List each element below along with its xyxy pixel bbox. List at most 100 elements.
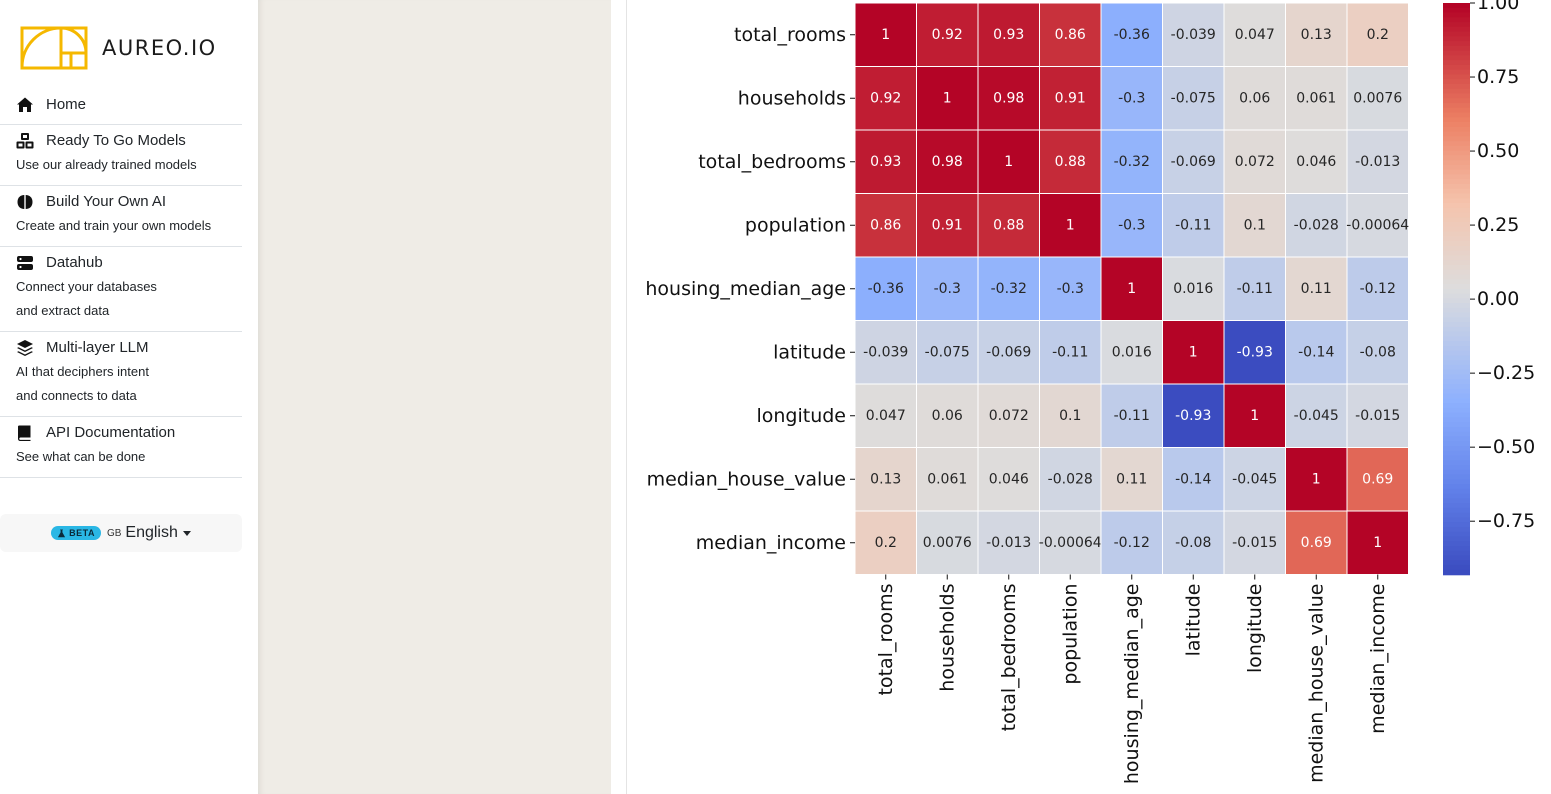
colorbar-segment bbox=[1443, 355, 1470, 361]
cell-value: 0.06 bbox=[1239, 90, 1270, 106]
golden-ratio-logo-icon bbox=[20, 26, 88, 70]
colorbar-segment bbox=[1443, 250, 1470, 257]
cell-value: -0.00064 bbox=[1346, 217, 1409, 233]
cell-value: -0.12 bbox=[1360, 281, 1396, 297]
colorbar-segment bbox=[1443, 198, 1470, 204]
brain-icon bbox=[17, 195, 33, 209]
col-label: total_bedrooms bbox=[998, 584, 1020, 732]
heatmap-cell bbox=[1039, 2, 1102, 67]
beta-label: BETA bbox=[69, 528, 95, 538]
colorbar-segment bbox=[1443, 569, 1470, 576]
colorbar-segment bbox=[1443, 26, 1470, 33]
heatmap-cell bbox=[1223, 193, 1286, 258]
colorbar-segment bbox=[1443, 484, 1470, 490]
heatmap-cell bbox=[1039, 256, 1102, 321]
cell-value: 0.93 bbox=[993, 27, 1024, 43]
cell-value: 0.69 bbox=[1301, 535, 1332, 551]
cell-value: 0.072 bbox=[989, 408, 1029, 424]
heatmap-cell bbox=[916, 447, 979, 512]
beta-badge: BETA bbox=[51, 526, 101, 540]
cell-value: 0.047 bbox=[1235, 27, 1275, 43]
nav-home-label: Home bbox=[46, 96, 87, 113]
heatmap-cell bbox=[916, 320, 979, 385]
colorbar-segment bbox=[1443, 7, 1470, 14]
nav-item-datahub[interactable]: Datahub Connect your databases and extra… bbox=[0, 247, 242, 332]
colorbar-segment bbox=[1443, 403, 1470, 409]
nav-item-api-docs[interactable]: API Documentation See what can be done bbox=[0, 417, 242, 478]
colorbar-segment bbox=[1443, 260, 1470, 266]
heatmap-cell bbox=[1223, 510, 1286, 575]
cell-value: 1 bbox=[1127, 281, 1136, 297]
cell-value: -0.3 bbox=[1057, 281, 1084, 297]
colorbar-segment bbox=[1443, 269, 1470, 276]
colorbar-segment bbox=[1443, 179, 1470, 185]
nav-ready-models-desc: Use our already trained models bbox=[16, 157, 197, 172]
heatmap-cell bbox=[1346, 256, 1409, 321]
colorbar-segment bbox=[1443, 322, 1470, 328]
cell-value: -0.3 bbox=[1118, 90, 1145, 106]
colorbar-segment bbox=[1443, 107, 1470, 114]
colorbar-segment bbox=[1443, 98, 1470, 104]
nav-build-ai-label: Build Your Own AI bbox=[46, 193, 167, 210]
colorbar-segment bbox=[1443, 398, 1470, 404]
heatmap-cell bbox=[977, 66, 1040, 131]
colorbar-segment bbox=[1443, 493, 1470, 500]
colorbar-segment bbox=[1443, 545, 1470, 552]
cell-value: -0.069 bbox=[1171, 154, 1216, 170]
nav-item-llm[interactable]: Multi-layer LLM AI that deciphers intent… bbox=[0, 332, 242, 417]
colorbar-segment bbox=[1443, 264, 1470, 271]
cell-value: 0.0076 bbox=[923, 535, 972, 551]
cell-value: -0.069 bbox=[986, 344, 1031, 360]
cubes-icon bbox=[16, 133, 34, 149]
cell-value: -0.015 bbox=[1232, 535, 1277, 551]
cell-value: -0.14 bbox=[1175, 471, 1211, 487]
cell-value: -0.028 bbox=[1048, 471, 1093, 487]
colorbar-segment bbox=[1443, 407, 1470, 414]
colorbar-segment bbox=[1443, 188, 1470, 195]
nav-item-home[interactable]: Home bbox=[0, 88, 242, 125]
row-label: total_bedrooms bbox=[698, 151, 846, 173]
heatmap-cell bbox=[1346, 510, 1409, 575]
nav-item-ready-models[interactable]: Ready To Go Models Use our already train… bbox=[0, 125, 242, 186]
heatmap-cell bbox=[1100, 447, 1163, 512]
cell-value: 1 bbox=[943, 90, 952, 106]
layers-icon bbox=[17, 340, 33, 356]
logo[interactable]: AUREO.IO bbox=[20, 26, 217, 70]
col-label: median_house_value bbox=[1305, 584, 1327, 783]
colorbar-segment bbox=[1443, 183, 1470, 190]
nav-api-docs-desc: See what can be done bbox=[16, 449, 146, 464]
colorbar-segment bbox=[1443, 364, 1470, 371]
heatmap-cell bbox=[1285, 129, 1348, 194]
cell-value: 0.88 bbox=[993, 217, 1024, 233]
content-panel bbox=[258, 0, 611, 794]
colorbar-segment bbox=[1443, 31, 1470, 38]
cell-value: 0.06 bbox=[932, 408, 963, 424]
colorbar-segment bbox=[1443, 303, 1470, 309]
cell-value: -0.3 bbox=[934, 281, 961, 297]
nav-item-build-ai[interactable]: Build Your Own AI Create and train your … bbox=[0, 186, 242, 247]
col-label: housing_median_age bbox=[1121, 584, 1143, 785]
colorbar-segment bbox=[1443, 331, 1470, 338]
colorbar-segment bbox=[1443, 417, 1470, 423]
colorbar-tick-label: −0.50 bbox=[1477, 436, 1535, 458]
panel-divider bbox=[626, 0, 627, 794]
colorbar-segment bbox=[1443, 212, 1470, 219]
colorbar-segment bbox=[1443, 431, 1470, 438]
heatmap-cell bbox=[1162, 2, 1225, 67]
language-selector[interactable]: BETA GB English bbox=[0, 514, 242, 552]
colorbar-segment bbox=[1443, 60, 1470, 66]
cell-value: 1 bbox=[1189, 344, 1198, 360]
col-label: households bbox=[936, 584, 958, 692]
cell-value: 0.93 bbox=[870, 154, 901, 170]
colorbar-segment bbox=[1443, 517, 1470, 523]
cell-value: 0.047 bbox=[866, 408, 906, 424]
colorbar-segment bbox=[1443, 507, 1470, 514]
heatmap-cell bbox=[1285, 383, 1348, 448]
cell-value: 0.88 bbox=[1055, 154, 1086, 170]
colorbar-segment bbox=[1443, 160, 1470, 166]
col-label: total_rooms bbox=[875, 584, 897, 696]
colorbar-segment bbox=[1443, 12, 1470, 19]
cell-value: 0.1 bbox=[1059, 408, 1081, 424]
heatmap-cell bbox=[854, 129, 917, 194]
cell-value: 1 bbox=[1004, 154, 1013, 170]
